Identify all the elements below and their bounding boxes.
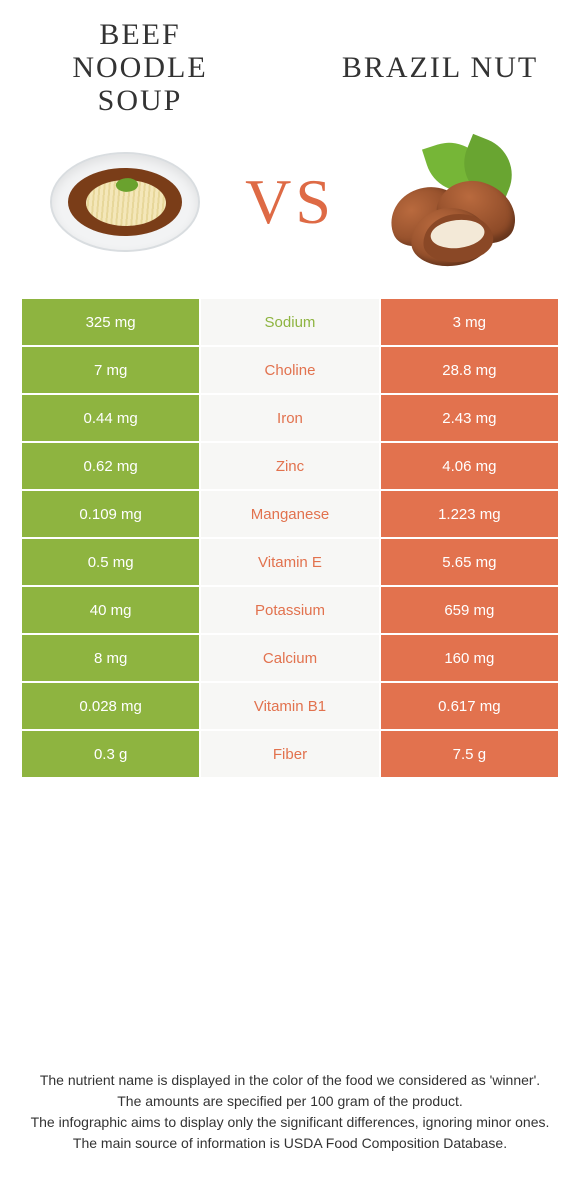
table-row: 0.109 mgManganese1.223 mg: [21, 490, 559, 538]
table-row: 325 mgSodium3 mg: [21, 298, 559, 346]
food-image-right: [370, 137, 540, 267]
footnote-line: The nutrient name is displayed in the co…: [30, 1070, 550, 1091]
table-row: 0.3 gFiber7.5 g: [21, 730, 559, 778]
brazil-nut-icon: [375, 142, 535, 262]
value-right: 7.5 g: [380, 730, 559, 778]
value-right: 160 mg: [380, 634, 559, 682]
value-right: 28.8 mg: [380, 346, 559, 394]
table-row: 7 mgCholine28.8 mg: [21, 346, 559, 394]
nutrient-label: Fiber: [200, 730, 379, 778]
table-row: 8 mgCalcium160 mg: [21, 634, 559, 682]
value-right: 2.43 mg: [380, 394, 559, 442]
value-left: 0.5 mg: [21, 538, 200, 586]
footnote-line: The amounts are specified per 100 gram o…: [30, 1091, 550, 1112]
value-left: 0.3 g: [21, 730, 200, 778]
table-row: 0.028 mgVitamin B10.617 mg: [21, 682, 559, 730]
footnote: The nutrient name is displayed in the co…: [0, 1070, 580, 1154]
value-right: 0.617 mg: [380, 682, 559, 730]
value-right: 3 mg: [380, 298, 559, 346]
footnote-line: The main source of information is USDA F…: [30, 1133, 550, 1154]
value-right: 1.223 mg: [380, 490, 559, 538]
value-right: 4.06 mg: [380, 442, 559, 490]
value-left: 7 mg: [21, 346, 200, 394]
nutrient-label: Sodium: [200, 298, 379, 346]
vs-row: VS: [0, 117, 580, 297]
header-titles: Beef noodle soup Brazil nut: [0, 0, 580, 117]
table-row: 0.5 mgVitamin E5.65 mg: [21, 538, 559, 586]
value-right: 5.65 mg: [380, 538, 559, 586]
nutrient-table: 325 mgSodium3 mg7 mgCholine28.8 mg0.44 m…: [20, 297, 560, 779]
nutrient-label: Choline: [200, 346, 379, 394]
footnote-line: The infographic aims to display only the…: [30, 1112, 550, 1133]
nutrient-label: Vitamin E: [200, 538, 379, 586]
soup-icon: [50, 152, 200, 252]
nutrient-label: Manganese: [200, 490, 379, 538]
value-left: 8 mg: [21, 634, 200, 682]
table-row: 40 mgPotassium659 mg: [21, 586, 559, 634]
food-title-left: Beef noodle soup: [40, 18, 240, 117]
nutrient-label: Zinc: [200, 442, 379, 490]
value-left: 0.44 mg: [21, 394, 200, 442]
food-title-right: Brazil nut: [340, 51, 540, 84]
value-left: 40 mg: [21, 586, 200, 634]
value-left: 0.109 mg: [21, 490, 200, 538]
nutrient-label: Potassium: [200, 586, 379, 634]
value-right: 659 mg: [380, 586, 559, 634]
table-row: 0.62 mgZinc4.06 mg: [21, 442, 559, 490]
vs-label: VS: [245, 165, 335, 239]
nutrient-label: Calcium: [200, 634, 379, 682]
value-left: 0.028 mg: [21, 682, 200, 730]
value-left: 325 mg: [21, 298, 200, 346]
food-image-left: [40, 137, 210, 267]
value-left: 0.62 mg: [21, 442, 200, 490]
nutrient-label: Vitamin B1: [200, 682, 379, 730]
table-row: 0.44 mgIron2.43 mg: [21, 394, 559, 442]
nutrient-label: Iron: [200, 394, 379, 442]
